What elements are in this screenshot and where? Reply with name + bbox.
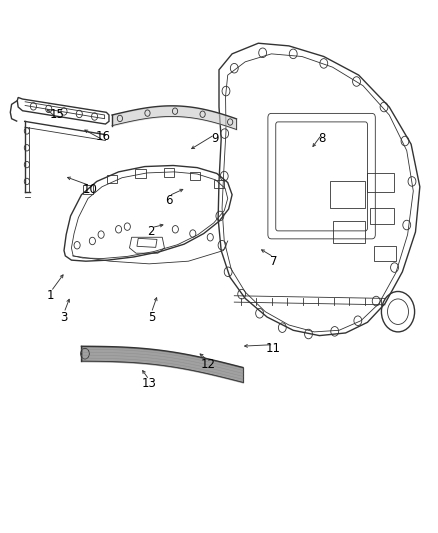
Text: 1: 1: [47, 289, 55, 302]
Text: 5: 5: [148, 311, 155, 324]
Text: 16: 16: [96, 130, 111, 143]
Text: 12: 12: [201, 358, 215, 372]
Bar: [330, 181, 365, 208]
Bar: [83, 185, 93, 193]
Text: 8: 8: [318, 132, 325, 146]
Text: 13: 13: [142, 377, 156, 390]
Text: 9: 9: [211, 132, 219, 146]
Text: 3: 3: [60, 311, 68, 324]
Text: 7: 7: [270, 255, 277, 268]
Text: 15: 15: [50, 109, 65, 122]
Bar: [370, 208, 394, 224]
Bar: [374, 246, 396, 261]
Bar: [332, 221, 365, 243]
Text: 11: 11: [266, 342, 281, 356]
Bar: [367, 173, 394, 192]
Text: 2: 2: [148, 225, 155, 238]
Bar: [163, 168, 174, 176]
Bar: [214, 180, 224, 188]
Bar: [135, 169, 146, 177]
Text: 6: 6: [165, 193, 173, 207]
Bar: [190, 172, 200, 180]
Text: 10: 10: [83, 183, 98, 196]
Bar: [107, 174, 117, 183]
